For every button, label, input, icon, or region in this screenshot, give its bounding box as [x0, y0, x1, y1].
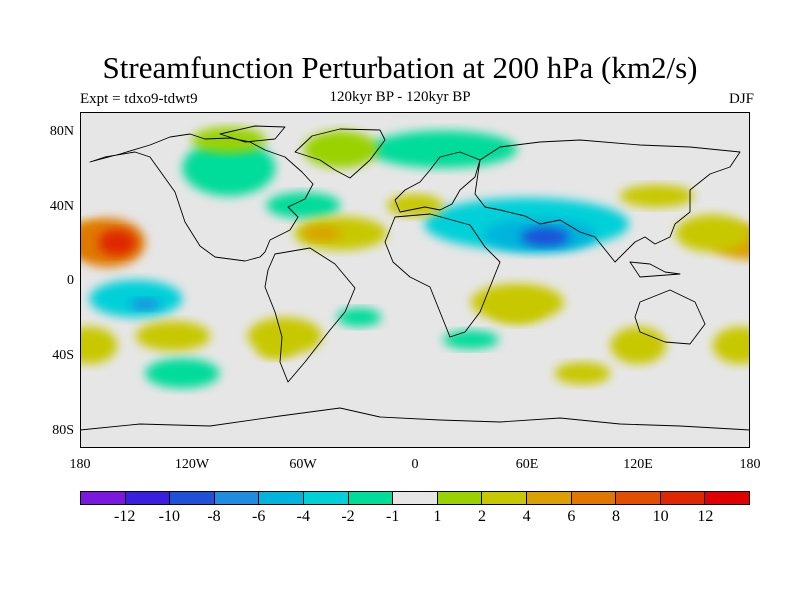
lat-tick-label: 80N [49, 124, 74, 139]
anomaly-region [675, 214, 750, 252]
lon-tick-label: 60W [289, 457, 317, 472]
anomaly-region [387, 194, 443, 217]
coastline-arctic-islands [219, 125, 286, 143]
coastlines [80, 125, 750, 431]
anomaly-region [256, 339, 295, 359]
anomaly-region [336, 308, 382, 327]
colorbar-label: -8 [207, 508, 221, 525]
anomaly-region [712, 326, 750, 364]
coastline-africa [384, 213, 501, 338]
coastline-greenland [294, 128, 386, 179]
anomaly-region [130, 298, 161, 310]
anomaly-region [489, 293, 546, 323]
coastline-antarctica [80, 407, 750, 431]
anomaly-region [145, 358, 220, 389]
anomaly-region [442, 330, 499, 350]
colorbar-segment [705, 492, 749, 504]
colorbar-label: -12 [113, 508, 136, 525]
colorbar-segment [616, 492, 661, 504]
experiment-label: Expt = tdxo9-tdwt9 [80, 91, 198, 107]
anomaly-region [303, 130, 378, 168]
colorbar-label: 12 [697, 508, 714, 525]
lon-tick-label: 60E [515, 457, 539, 472]
colorbar-segment [482, 492, 527, 504]
coastline-south-america [264, 247, 356, 383]
colorbar-segment [170, 492, 215, 504]
lat-tick-label: 0 [67, 273, 74, 288]
colorbar-label: -4 [296, 508, 310, 525]
colorbar-segment [259, 492, 304, 504]
colorbar-segment [303, 492, 349, 504]
colorbar-label: -2 [341, 508, 355, 525]
colorbar-label: 2 [478, 508, 486, 525]
anomaly-region [98, 229, 136, 256]
colorbar-segment [348, 492, 394, 504]
anomaly-region [182, 140, 276, 196]
lon-tick-label: 120E [623, 457, 653, 472]
colorbar-segment [81, 492, 126, 504]
coastline-maritime-continent [629, 261, 681, 278]
anomaly-region [554, 362, 611, 385]
lon-tick-label: 0 [411, 457, 419, 472]
period-label: 120kyr BP - 120kyr BP [329, 89, 471, 105]
contour-fill-layer [80, 126, 750, 389]
lat-tick-label: 40S [52, 348, 74, 363]
anomaly-region [619, 184, 695, 208]
figure-title: Streamfunction Perturbation at 200 hPa (… [102, 50, 698, 85]
colorbar-label: 4 [522, 508, 531, 525]
anomaly-region [89, 280, 183, 318]
colorbar-segment [660, 492, 706, 504]
colorbar-segment [214, 492, 260, 504]
anomaly-region [303, 225, 341, 241]
colorbar-label: 10 [652, 508, 669, 525]
season-label: DJF [728, 91, 754, 107]
streamfunction-map [80, 112, 750, 448]
colorbar [80, 491, 750, 505]
colorbar-label: 1 [433, 508, 442, 525]
colorbar-label: -6 [251, 508, 266, 525]
anomaly-region [266, 192, 341, 219]
anomaly-region [135, 321, 211, 351]
coastline-asia [474, 139, 741, 263]
colorbar-segment [393, 492, 438, 504]
lat-tick-label: 40N [49, 199, 74, 214]
anomaly-region [521, 227, 570, 247]
coastline-europe [394, 151, 481, 213]
lon-tick-label: 120W [174, 457, 210, 472]
anomaly-region [368, 130, 518, 168]
anomaly-region [610, 326, 667, 364]
lat-tick-label: 80S [52, 423, 74, 438]
colorbar-label: 6 [567, 508, 576, 525]
colorbar-label: -10 [158, 508, 180, 525]
colorbar-segment [571, 492, 617, 504]
colorbar-segment [526, 492, 572, 504]
coastline-australia [634, 289, 706, 345]
anomaly-region [191, 126, 267, 154]
lon-tick-label: 180 [69, 457, 91, 472]
colorbar-segment [125, 492, 171, 504]
colorbar-segment [437, 492, 483, 504]
coastline-north-america [89, 133, 314, 262]
map-frame [80, 112, 750, 448]
lon-tick-label: 180 [739, 457, 761, 472]
colorbar-label: -1 [385, 508, 400, 525]
anomaly-region [80, 326, 118, 364]
colorbar-label: 8 [612, 508, 620, 525]
